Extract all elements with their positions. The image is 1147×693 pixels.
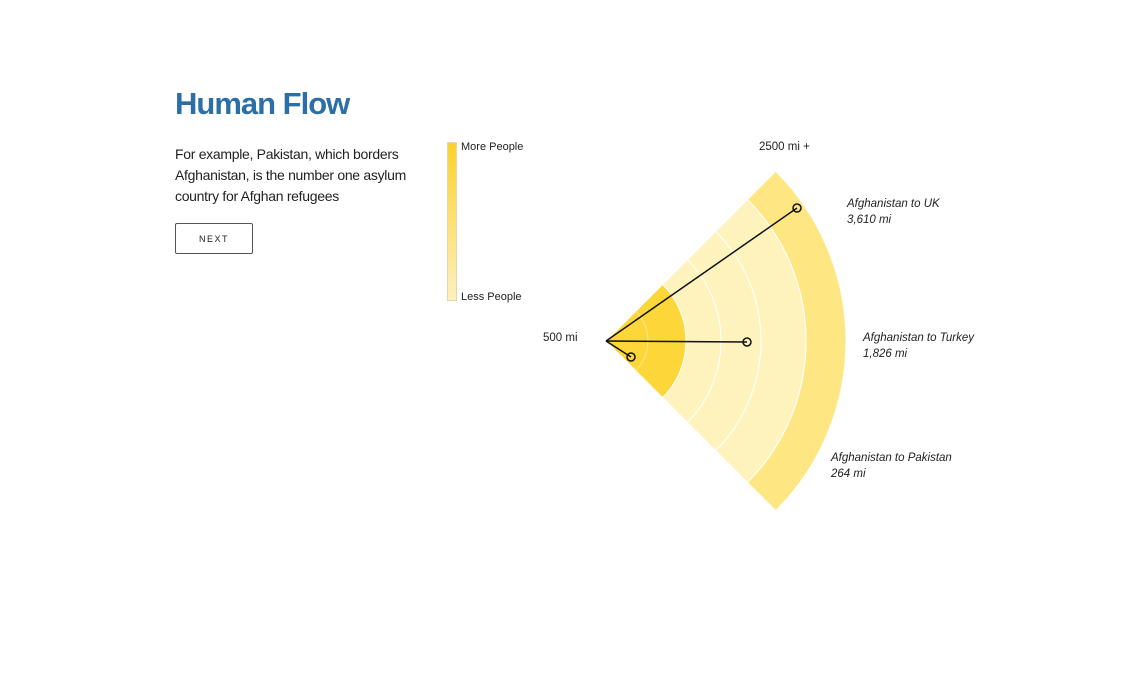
route-distance-uk: 3,610 mi xyxy=(847,214,892,226)
route-label-turkey: Afghanistan to Turkey xyxy=(862,332,975,344)
next-button[interactable]: NEXT xyxy=(175,223,253,254)
page-title: Human Flow xyxy=(175,86,350,121)
route-line-uk xyxy=(605,207,798,342)
legend-more-label: More People xyxy=(461,141,524,153)
route-endpoint-turkey[interactable] xyxy=(742,337,752,347)
route-endpoint-uk[interactable] xyxy=(792,203,802,213)
route-distance-turkey: 1,826 mi xyxy=(863,348,908,360)
legend-gradient-bar xyxy=(447,142,457,301)
axis-label-outer: 2500 mi + xyxy=(759,141,810,153)
route-endpoint-pakistan[interactable] xyxy=(626,352,636,362)
route-lines xyxy=(605,203,802,362)
route-distance-pakistan: 264 mi xyxy=(830,468,866,480)
route-label-pakistan: Afghanistan to Pakistan xyxy=(830,452,952,464)
intro-text: For example, Pakistan, which borders Afg… xyxy=(175,146,406,204)
route-line-turkey xyxy=(605,340,748,343)
legend-less-label: Less People xyxy=(461,291,522,303)
route-label-uk: Afghanistan to UK xyxy=(846,198,941,210)
axis-label-inner: 500 mi xyxy=(543,332,578,344)
route-line-pakistan xyxy=(605,340,632,358)
